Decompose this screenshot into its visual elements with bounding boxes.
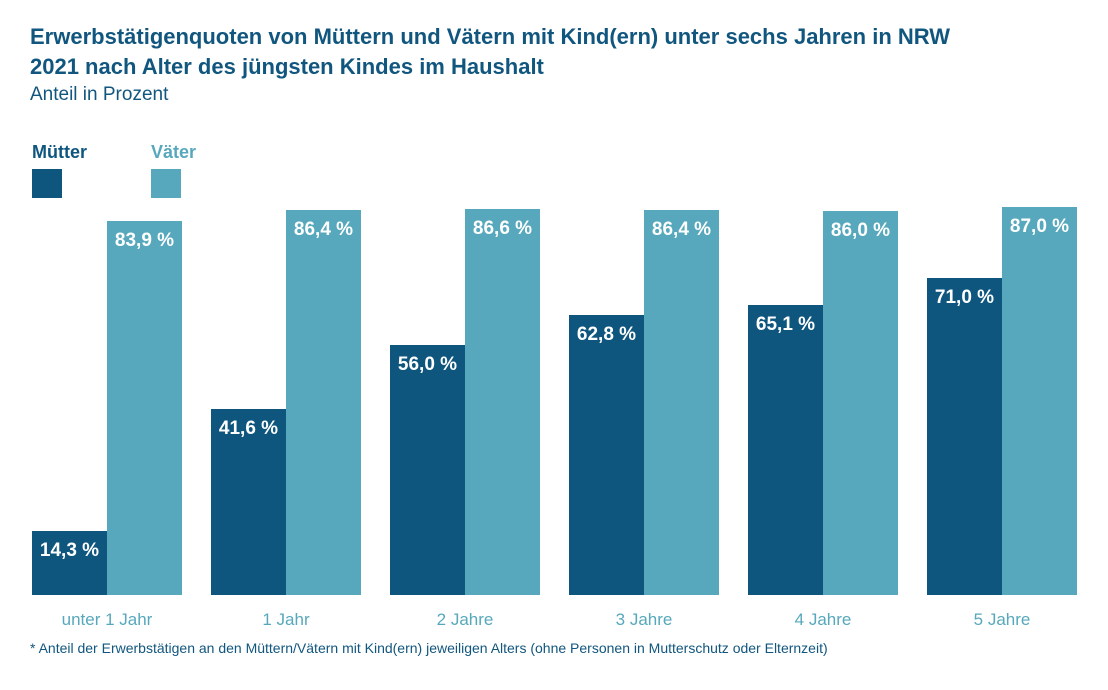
bar-group: 56,0 % 86,6 % — [390, 149, 540, 595]
bar-vaeter: 86,4 % — [644, 209, 719, 595]
bar-group: 62,8 % 86,4 % — [569, 149, 719, 595]
legend-item-vaeter: Väter — [151, 142, 270, 198]
bar-value-label: 86,6 % — [472, 217, 533, 239]
x-axis-label: 1 Jahr — [262, 610, 310, 629]
bar-value-label: 65,1 % — [755, 313, 816, 335]
x-axis-label: 3 Jahre — [615, 610, 673, 629]
bar-group: 41,6 % 86,4 % — [211, 149, 361, 595]
bar-group: 65,1 % 86,0 % — [748, 149, 898, 595]
legend-label-muetter: Mütter — [32, 142, 87, 162]
bar-muetter: 14,3 % — [32, 531, 107, 595]
bar-vaeter: 86,4 % — [286, 209, 361, 595]
x-labels-row: unter 1 Jahr 1 Jahr 2 Jahre 3 Jahre 4 Jahre 5… — [32, 610, 1077, 630]
bar-value-label: 86,0 % — [830, 220, 891, 242]
chart-title: Erwerbstätigenquoten von Müttern und Vät… — [30, 22, 950, 82]
x-axis-label: 5 Jahre — [973, 610, 1031, 629]
bar-value-label: 86,4 % — [293, 218, 354, 240]
bar-value-label: 62,8 % — [576, 323, 637, 345]
bar-value-label: 71,0 % — [934, 287, 995, 309]
bar-muetter: 65,1 % — [748, 304, 823, 595]
legend-swatch-muetter — [32, 169, 62, 198]
chart-title-line-2: 2021 nach Alter des jüngsten Kindes im H… — [30, 54, 544, 79]
x-axis-label: unter 1 Jahr — [61, 610, 153, 629]
bar-muetter: 62,8 % — [569, 314, 644, 595]
bar-group: 71,0 % 87,0 % — [927, 149, 1077, 595]
bar-group: 14,3 % 83,9 % — [32, 149, 182, 595]
bar-chart: 14,3 % 83,9 % 41,6 % 86,4 % 56,0 % 86,6 % 62,8… — [32, 149, 1077, 630]
bar-value-label: 41,6 % — [218, 418, 279, 440]
legend: Mütter Väter — [32, 142, 270, 198]
x-axis-label: 2 Jahre — [436, 610, 494, 629]
bar-value-label: 14,3 % — [39, 540, 100, 562]
bar-value-label: 83,9 % — [114, 229, 175, 251]
bar-muetter: 56,0 % — [390, 345, 465, 595]
bar-vaeter: 87,0 % — [1002, 206, 1077, 595]
chart-title-line-1: Erwerbstätigenquoten von Müttern und Vät… — [30, 24, 951, 49]
legend-swatch-vaeter — [151, 169, 181, 198]
legend-item-muetter: Mütter — [32, 142, 151, 198]
chart-subtitle: Anteil in Prozent — [30, 84, 169, 105]
footnote: * Anteil der Erwerbstätigen an den Mütte… — [30, 640, 828, 656]
bar-vaeter: 83,9 % — [107, 220, 182, 595]
bar-vaeter: 86,0 % — [823, 211, 898, 595]
bar-value-label: 56,0 % — [397, 354, 458, 376]
bar-value-label: 86,4 % — [651, 218, 712, 240]
bar-muetter: 41,6 % — [211, 409, 286, 595]
bar-vaeter: 86,6 % — [465, 208, 540, 595]
legend-label-vaeter: Väter — [151, 142, 197, 162]
bar-muetter: 71,0 % — [927, 278, 1002, 595]
x-axis-label: 4 Jahre — [794, 610, 852, 629]
bars-row: 14,3 % 83,9 % 41,6 % 86,4 % 56,0 % 86,6 % 62,8… — [32, 149, 1077, 595]
bar-value-label: 87,0 % — [1009, 215, 1070, 237]
